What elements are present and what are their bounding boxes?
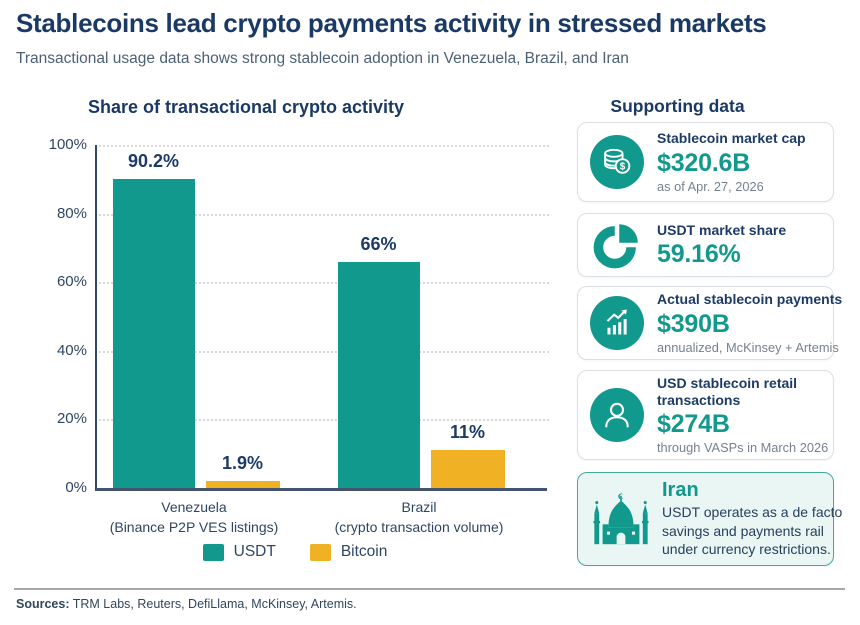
bar-value-label: 90.2% — [127, 150, 180, 171]
y-tick-label: 40% — [56, 341, 87, 359]
x-axis-label-venezuela: Venezuela (Binance P2P VES listings) — [109, 499, 279, 536]
legend-swatch-bitcoin — [309, 543, 331, 561]
stat-value: $390B — [657, 309, 730, 338]
stat-card-usdt-market-share: USDT market share 59.16% — [577, 213, 834, 277]
page-title: Stablecoins lead crypto payments activit… — [16, 8, 767, 38]
iran-card-text: USDT operates as a de facto savings and … — [662, 504, 843, 558]
coins-icon: $ — [590, 135, 644, 189]
chart-title: Share of transactional crypto activity — [87, 97, 405, 117]
footer-divider — [14, 588, 845, 590]
stat-card-stablecoin-payments: Actual stablecoin payments $390B annuali… — [577, 286, 843, 360]
supporting-data-heading: Supporting data — [610, 96, 745, 116]
legend-swatch-usdt — [202, 543, 224, 561]
bar-bitcoin-venezuela — [205, 481, 280, 488]
sources-text: TRM Labs, Reuters, DefiLlama, McKinsey, … — [69, 597, 357, 611]
mosque-icon — [588, 491, 654, 547]
stat-note: annualized, McKinsey + Artemis — [657, 339, 839, 355]
iran-card-title: Iran — [662, 479, 699, 502]
sources-note: Sources: TRM Labs, Reuters, DefiLlama, M… — [16, 597, 357, 611]
legend-label: USDT — [233, 543, 276, 560]
bar-value-label: 66% — [360, 233, 397, 254]
legend-item-bitcoin: Bitcoin — [309, 543, 388, 561]
gridline-100% — [99, 145, 549, 147]
bar-chart-plot-area: 100% 80% 60% 40% 20% 0% 90.2% 66% 1.9% 11% — [49, 136, 549, 496]
x-axis-label-brazil: Brazil (crypto transaction volume) — [334, 499, 504, 536]
sources-label: Sources: — [16, 597, 70, 611]
bar-usdt-brazil — [337, 261, 420, 488]
pie-chart-icon — [590, 218, 644, 272]
stat-title: Actual stablecoin payments — [657, 291, 843, 308]
bar-value-label: 1.9% — [221, 453, 264, 474]
y-tick-label: 80% — [56, 204, 87, 222]
x-axis-labels: Venezuela (Binance P2P VES listings) Brazi… — [95, 497, 545, 537]
chart-legend: USDT Bitcoin — [95, 543, 495, 561]
page-subtitle: Transactional usage data shows strong st… — [16, 50, 629, 67]
stat-note: as of Apr. 27, 2026 — [657, 178, 764, 194]
stat-card-stablecoin-market-cap: $ Stablecoin market cap $320.6B as of Ap… — [577, 122, 834, 202]
bar-bitcoin-brazil — [430, 450, 505, 488]
gridline-20% — [99, 419, 549, 422]
svg-text:$: $ — [620, 161, 626, 172]
person-icon — [590, 388, 644, 442]
gridline-60% — [99, 282, 549, 285]
y-tick-label: 60% — [56, 273, 87, 291]
stat-card-retail-transactions: USD stablecoin retail transactions $274B… — [577, 370, 834, 460]
stat-title: USD stablecoin retail transactions — [657, 375, 798, 408]
y-tick-label: 20% — [56, 410, 87, 428]
stat-value: 59.16% — [657, 240, 741, 269]
stat-value: $274B — [657, 409, 730, 438]
highlight-card-iran: Iran USDT operates as a de facto savings… — [577, 472, 842, 566]
gridline-40% — [99, 350, 549, 353]
growth-chart-icon — [590, 296, 644, 350]
gridline-80% — [99, 213, 549, 216]
y-tick-label: 100% — [48, 136, 87, 153]
bar-value-label: 11% — [449, 422, 486, 443]
stat-note: through VASPs in March 2026 — [657, 439, 829, 455]
legend-item-usdt: USDT — [202, 543, 276, 561]
legend-label: Bitcoin — [340, 543, 388, 560]
bar-usdt-venezuela — [112, 178, 195, 488]
y-tick-label: 0% — [65, 479, 87, 496]
stat-title: Stablecoin market cap — [657, 130, 806, 147]
stat-title: USDT market share — [657, 221, 787, 238]
stat-value: $320.6B — [657, 148, 751, 177]
